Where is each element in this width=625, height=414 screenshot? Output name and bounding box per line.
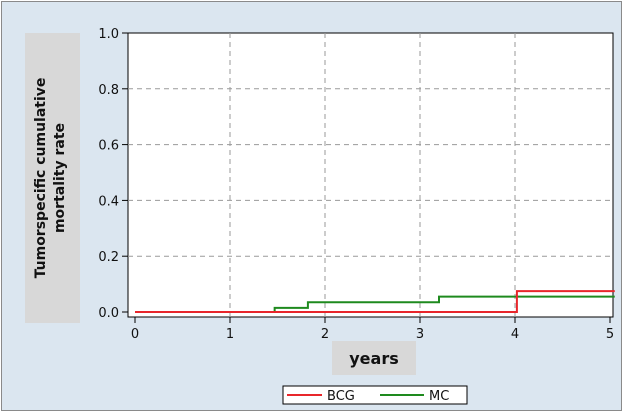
y-tick-label: 0.6 bbox=[98, 139, 119, 154]
grid-lines bbox=[128, 33, 613, 317]
x-tick-label: 3 bbox=[416, 327, 424, 342]
series-lines bbox=[135, 290, 615, 313]
y-tick-label: 0.4 bbox=[98, 194, 119, 209]
y-axis-label-line2: mortality rate bbox=[52, 123, 68, 233]
x-axis: 0 1 2 3 4 5 bbox=[131, 317, 614, 342]
x-axis-label: years bbox=[349, 349, 399, 368]
x-tick-label: 1 bbox=[226, 327, 234, 342]
series-line-bcg bbox=[135, 290, 615, 313]
legend-label-mc: MC bbox=[429, 389, 449, 404]
y-tick-label: 0.2 bbox=[98, 250, 119, 265]
xlabel-backdrop bbox=[332, 341, 416, 375]
legend-box bbox=[282, 385, 468, 405]
y-tick-label: 0.0 bbox=[98, 306, 119, 321]
y-tick-label: 1.0 bbox=[98, 27, 119, 42]
y-axis-label-line1: Tumorspecific cumulative bbox=[33, 78, 49, 279]
series-line-mc bbox=[135, 295, 615, 313]
legend: BCG MC bbox=[282, 385, 468, 405]
x-tick-label: 5 bbox=[606, 327, 614, 342]
x-tick-label: 0 bbox=[131, 327, 139, 342]
x-tick-label: 2 bbox=[321, 327, 329, 342]
ylabel-backdrop bbox=[25, 33, 80, 323]
y-axis: 0.0 0.2 0.4 0.6 0.8 1.0 bbox=[98, 27, 128, 321]
y-tick-label: 0.8 bbox=[98, 83, 119, 98]
x-tick-label: 4 bbox=[511, 327, 519, 342]
legend-label-bcg: BCG bbox=[327, 389, 355, 404]
plot-area bbox=[127, 32, 614, 318]
